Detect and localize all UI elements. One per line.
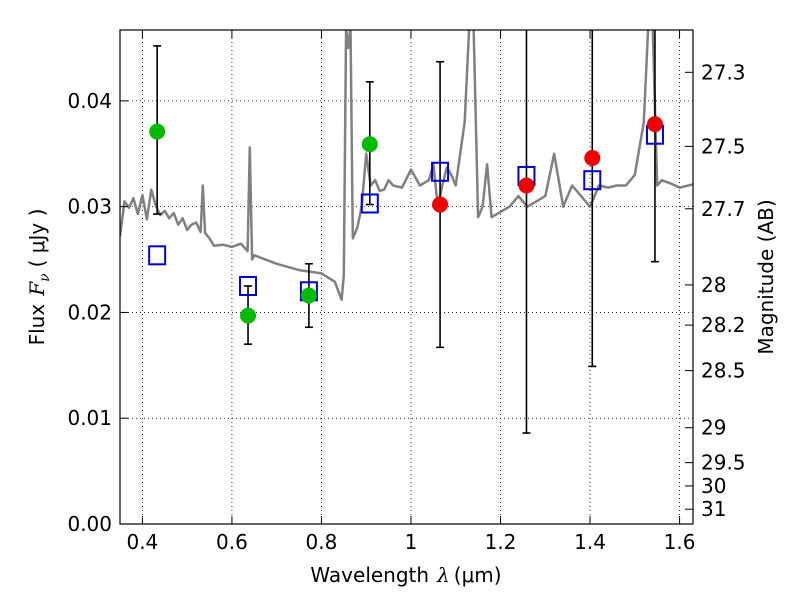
- red-flux-point: [432, 196, 449, 213]
- y-axis-title-symbol: F: [25, 281, 49, 297]
- green-flux-point: [300, 287, 317, 304]
- plot-frame: [119, 29, 694, 525]
- model-flux-square: [583, 170, 602, 191]
- x-axis-title-unit: (μm): [454, 563, 502, 587]
- x-tick-label: 1: [405, 530, 418, 554]
- x-tick-label: 1.4: [574, 530, 606, 554]
- green-flux-point: [149, 123, 166, 140]
- y-tick-label: 0.01: [67, 406, 112, 430]
- red-flux-point: [584, 149, 601, 166]
- y-axis-title-subscript: ν: [37, 273, 53, 282]
- x-tick-label: 0.4: [126, 530, 158, 554]
- grid-lines: [120, 30, 693, 525]
- y-tick-label: 0.03: [67, 195, 112, 219]
- red-flux-point: [646, 116, 663, 133]
- plot-area: [120, 30, 693, 434]
- y-tick-label: 0.00: [67, 512, 112, 536]
- y-axis-title-unit: ( μJy ): [25, 209, 49, 268]
- y-tick-label: 0.04: [67, 89, 112, 113]
- model-flux-square: [360, 193, 379, 214]
- model-flux-square: [148, 245, 167, 266]
- green-flux-point: [240, 307, 257, 324]
- sed-model-line: [120, 30, 693, 301]
- y2-axis-title: Magnitude (AB): [754, 199, 778, 354]
- y2-tick-label: 28: [701, 273, 726, 297]
- y2-tick-label: 29.5: [701, 451, 746, 475]
- x-axis-title-symbol: λ: [436, 563, 450, 587]
- y-tick-label: 0.02: [67, 300, 112, 324]
- y2-tick-label: 28.5: [701, 359, 746, 383]
- y-axis-title: Flux Fν ( μJy ): [25, 209, 53, 346]
- green-flux-point: [361, 136, 378, 153]
- y2-tick-label: 31: [701, 497, 726, 521]
- model-flux-square: [239, 275, 258, 296]
- axis-ticks: 0.4 0.6 0.8 1 1.2 1.4 1.6 0.00 0.01 0.02 0.03 0.04 2…: [67, 30, 746, 554]
- red-flux-point: [518, 177, 535, 194]
- x-tick-label: 0.8: [306, 530, 338, 554]
- y2-tick-label: 29: [701, 416, 726, 440]
- x-tick-label: 1.2: [485, 530, 517, 554]
- y2-tick-label: 27.5: [701, 134, 746, 158]
- y2-tick-label: 30: [701, 474, 726, 498]
- x-tick-label: 1.6: [664, 530, 696, 554]
- y-axis-title-text: Flux: [25, 304, 49, 346]
- y2-tick-label: 28.2: [701, 313, 746, 337]
- x-axis-title-text: Wavelength: [310, 563, 429, 587]
- y2-tick-label: 27.7: [701, 197, 746, 221]
- x-axis-title: Wavelength λ (μm): [310, 563, 501, 587]
- y2-tick-label: 27.3: [701, 60, 746, 84]
- x-tick-label: 0.6: [216, 530, 248, 554]
- model-flux-square: [431, 161, 450, 182]
